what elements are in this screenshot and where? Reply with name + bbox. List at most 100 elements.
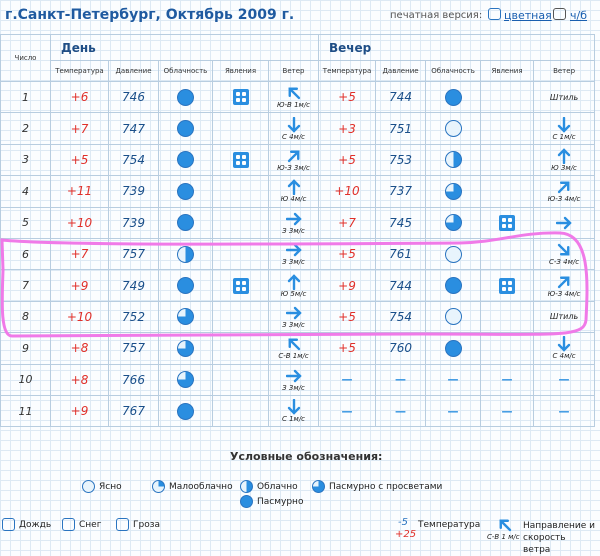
cloud-icon [444, 308, 462, 326]
day-number: 9 [0, 332, 51, 365]
temperature: +5 [318, 332, 377, 365]
legend-temp-evening: +25 [395, 529, 417, 540]
wind-arrow [557, 181, 570, 194]
pressure: 767 [108, 394, 159, 428]
cloud-icon [177, 151, 194, 169]
legend-label: Пасмурно [257, 497, 304, 507]
legend-label: Пасмурно с просветами [329, 482, 443, 492]
wind: Ю 4м/с [267, 175, 320, 208]
cloud-icon [444, 182, 462, 200]
wind-label: С 1м/с [552, 132, 576, 141]
legend-label: Гроза [133, 520, 161, 530]
legend-icon [82, 480, 95, 493]
cloud-icon [444, 277, 462, 295]
table-row: 4 +11 739 Ю 4м/с +10 737 Ю-З 4м/с [0, 175, 596, 208]
wind: Штиль [533, 80, 596, 114]
cloudiness [425, 143, 482, 177]
pressure: 754 [108, 143, 159, 177]
printer-icon [488, 8, 501, 20]
cloudiness [425, 112, 482, 145]
header-cell: Число [0, 34, 51, 82]
cloud-icon [177, 182, 194, 200]
pressure: 739 [108, 206, 159, 239]
cloud-icon [177, 402, 194, 420]
wind-label: Ю 5м/с [280, 289, 307, 298]
table-row: 8 +10 752 З 3м/с +5 754 Штиль [0, 300, 596, 334]
temperature: +7 [50, 112, 109, 145]
phenomenon-icon [232, 277, 249, 294]
phenomenon-icon [232, 151, 249, 168]
temperature: +9 [318, 269, 377, 302]
legend-temp-day: -5 [398, 517, 408, 528]
wind-arrow [556, 216, 572, 229]
wind-label: Штиль [549, 312, 579, 322]
cloud-icon [444, 214, 462, 232]
wind: З 3м/с [267, 300, 320, 334]
cloud-icon [177, 308, 194, 326]
legend-icon [2, 518, 15, 531]
pressure: 766 [108, 363, 159, 396]
phenomenon: — [480, 394, 535, 428]
phenomenon [212, 394, 269, 428]
legend-wind-sample: С-В 1 м/с [487, 533, 520, 541]
cloud-icon [177, 371, 194, 389]
pressure: 746 [108, 80, 159, 114]
cloud-icon [177, 277, 194, 295]
wind-label: Ю-З 4м/с [547, 289, 581, 298]
pressure: 749 [108, 269, 159, 302]
cloud-icon [177, 120, 194, 138]
header-cell: Вечер [318, 34, 596, 61]
temperature: +10 [50, 206, 109, 239]
wind-label: С-В 1м/с [278, 352, 309, 361]
legend-label: Снег [79, 520, 102, 530]
wind: — [533, 394, 596, 428]
cloudiness [158, 80, 213, 114]
legend-item: Гроза [116, 518, 160, 531]
wind-arrow [287, 273, 300, 290]
legend-icon [116, 518, 129, 531]
wind-label: Ю-З 3м/с [277, 163, 310, 172]
wind-arrow [285, 306, 302, 320]
table-row: 11 +9 767 С 1м/с — — — — — [0, 394, 596, 428]
day-number: 1 [0, 80, 51, 114]
cloudiness [158, 363, 213, 396]
day-number: 2 [0, 112, 51, 145]
wind-arrow [288, 338, 300, 351]
wind-arrow [287, 116, 300, 133]
print-label: печатная версия: [390, 10, 483, 21]
cloudiness [158, 332, 213, 365]
phenomenon [480, 300, 535, 334]
cloud-icon [444, 120, 462, 138]
wind-arrow [287, 399, 300, 415]
legend-wind-icon [497, 517, 513, 533]
wind-arrow [557, 243, 570, 256]
print-bw-link[interactable]: ч/б [570, 9, 587, 22]
cloudiness [425, 175, 482, 208]
table-row: 7 +9 749 Ю 5м/с +9 744 Ю-З 4м/с [0, 269, 596, 302]
temperature: +6 [50, 80, 109, 114]
phenomenon-icon [499, 214, 516, 231]
cloud-icon [444, 245, 462, 263]
temperature: +5 [318, 300, 377, 334]
legend-item: Ясно [82, 480, 122, 493]
printer-icon [553, 8, 566, 20]
wind-arrow [285, 212, 302, 225]
legend-item: Снег [62, 518, 101, 531]
legend-label: Облачно [257, 482, 298, 492]
phenomenon-icon [499, 277, 516, 294]
phenomenon [480, 206, 535, 239]
legend-label: Температура [418, 520, 481, 530]
wind: С 4м/с [267, 112, 320, 145]
cloud-icon [444, 339, 462, 357]
legend-item: Облачно [240, 480, 298, 493]
table-row: 2 +7 747 С 4м/с +3 751 С 1м/с [0, 112, 596, 145]
wind-label: Ю 4м/с [280, 195, 307, 204]
pressure: — [375, 394, 427, 428]
print-color-link[interactable]: цветная [504, 9, 552, 22]
wind-arrow [557, 148, 571, 164]
cloudiness [158, 175, 213, 208]
legend-label: Направление и скорость ветра [523, 521, 595, 555]
cloud-icon [177, 339, 194, 357]
